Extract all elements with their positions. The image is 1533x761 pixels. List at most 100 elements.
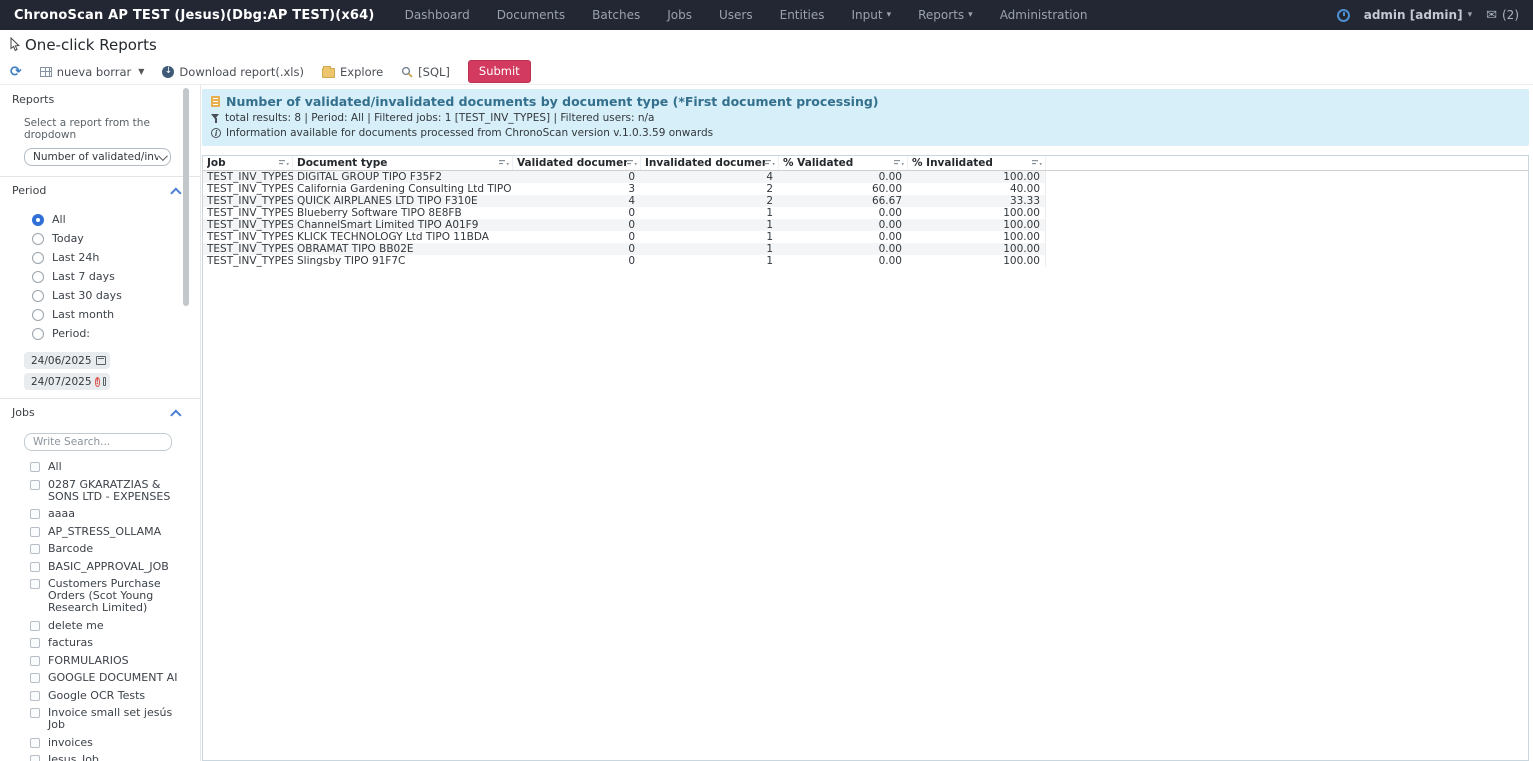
nav-item-batches[interactable]: Batches bbox=[592, 8, 640, 22]
sort-icon[interactable] bbox=[279, 159, 289, 168]
radio-button[interactable] bbox=[32, 327, 44, 340]
period-option-last-24h[interactable]: Last 24h bbox=[32, 251, 200, 264]
column-header-invalidated-documents[interactable]: Invalidated documents bbox=[641, 156, 779, 170]
page-title: One-click Reports bbox=[25, 35, 157, 54]
table-cell: TEST_INV_TYPES bbox=[207, 231, 293, 243]
nav-item-entities[interactable]: Entities bbox=[780, 8, 825, 22]
checkbox[interactable] bbox=[30, 708, 40, 718]
radio-button[interactable] bbox=[32, 232, 44, 245]
checkbox[interactable] bbox=[30, 462, 40, 472]
job-checkbox-item[interactable]: BASIC_APPROVAL_JOB bbox=[30, 560, 200, 573]
table-cell: 0.00 bbox=[878, 219, 902, 231]
sort-icon[interactable] bbox=[627, 159, 637, 168]
column-header-label: % Validated bbox=[783, 157, 854, 169]
radio-button[interactable] bbox=[32, 251, 44, 264]
column-header-document-type[interactable]: Document type bbox=[293, 156, 513, 170]
column-header--invalidated[interactable]: % Invalidated bbox=[908, 156, 1046, 170]
nav-item-dashboard[interactable]: Dashboard bbox=[405, 8, 470, 22]
checkbox[interactable] bbox=[30, 673, 40, 683]
radio-button[interactable] bbox=[32, 289, 44, 302]
report-dropdown[interactable]: Number of validated/invalidated bbox=[24, 148, 171, 166]
job-label: delete me bbox=[48, 618, 104, 632]
nav-item-administration[interactable]: Administration bbox=[1000, 8, 1088, 22]
job-checkbox-item[interactable]: GOOGLE DOCUMENT AI bbox=[30, 672, 200, 684]
refresh-button[interactable]: ⟳ bbox=[10, 65, 22, 79]
messages-button[interactable]: ✉ (2) bbox=[1486, 8, 1519, 23]
checkbox[interactable] bbox=[30, 544, 40, 554]
period-option-last-30-days[interactable]: Last 30 days bbox=[32, 289, 200, 302]
period-option-today[interactable]: Today bbox=[32, 232, 200, 245]
table-cell: 0 bbox=[628, 219, 635, 231]
results-grid: Job Document type Validated documents Inval… bbox=[202, 155, 1529, 761]
sql-button[interactable]: [SQL] bbox=[401, 65, 450, 79]
job-label: All bbox=[48, 460, 62, 473]
job-checkbox-item[interactable]: Jesus_Job bbox=[30, 754, 200, 761]
job-checkbox-item[interactable]: Customers Purchase Orders (Scot Young Re… bbox=[30, 578, 200, 614]
report-profile-button[interactable]: nueva borrar ▼ bbox=[39, 65, 145, 79]
period-option-period-[interactable]: Period: bbox=[32, 327, 200, 340]
download-report-button[interactable]: ↓ Download report(.xls) bbox=[162, 65, 304, 79]
nav-item-jobs[interactable]: Jobs bbox=[667, 8, 692, 22]
job-checkbox-item[interactable]: delete me bbox=[30, 618, 200, 632]
calendar-icon[interactable] bbox=[96, 356, 106, 365]
checkbox[interactable] bbox=[30, 561, 40, 572]
caret-down-icon[interactable]: ▼ bbox=[138, 67, 145, 76]
job-checkbox-item[interactable]: facturas bbox=[30, 637, 200, 649]
checkbox[interactable] bbox=[30, 579, 40, 589]
jobs-section-header[interactable]: Jobs bbox=[0, 398, 200, 425]
job-checkbox-item[interactable]: FORMULARIOS bbox=[30, 654, 200, 667]
nav-item-documents[interactable]: Documents bbox=[497, 8, 565, 22]
nav-item-users[interactable]: Users bbox=[719, 8, 753, 22]
period-section-header[interactable]: Period bbox=[0, 176, 200, 203]
app-brand[interactable]: ChronoScan AP TEST (Jesus)(Dbg:AP TEST)(… bbox=[14, 7, 375, 23]
column-header-label: Validated documents bbox=[517, 157, 627, 169]
sidebar-scrollbar-thumb[interactable] bbox=[183, 88, 189, 306]
sort-icon[interactable] bbox=[894, 159, 904, 168]
nav-item-input[interactable]: Input ▾ bbox=[852, 8, 892, 22]
jobs-search-input[interactable] bbox=[24, 433, 172, 451]
job-checkbox-item[interactable]: invoices bbox=[30, 736, 200, 749]
sort-icon[interactable] bbox=[499, 159, 509, 168]
job-checkbox-item[interactable]: Invoice small set jesús Job bbox=[30, 707, 200, 731]
checkbox[interactable] bbox=[30, 638, 40, 648]
checkbox[interactable] bbox=[30, 620, 40, 631]
table-cell: 0 bbox=[628, 207, 635, 219]
radio-button[interactable] bbox=[32, 213, 44, 226]
checkbox[interactable] bbox=[30, 690, 40, 701]
checkbox[interactable] bbox=[30, 655, 40, 666]
checkbox[interactable] bbox=[30, 755, 40, 761]
column-header-job[interactable]: Job bbox=[203, 156, 293, 170]
calendar-icon[interactable] bbox=[103, 377, 106, 386]
job-checkbox-item[interactable]: 0287 GKARATZIAS & SONS LTD - EXPENSES bbox=[30, 478, 200, 503]
submit-button[interactable]: Submit bbox=[467, 60, 531, 83]
date-to-field[interactable]: 24/07/2025 ! bbox=[24, 373, 110, 390]
checkbox[interactable] bbox=[30, 737, 40, 748]
download-report-label: Download report(.xls) bbox=[179, 64, 304, 79]
radio-button[interactable] bbox=[32, 308, 44, 321]
period-option-all[interactable]: All bbox=[32, 213, 200, 226]
date-from-field[interactable]: 24/06/2025 bbox=[24, 352, 110, 369]
sort-icon[interactable] bbox=[765, 159, 775, 168]
nav-item-reports[interactable]: Reports ▾ bbox=[918, 8, 973, 22]
column-header--validated[interactable]: % Validated bbox=[779, 156, 908, 170]
period-option-last-7-days[interactable]: Last 7 days bbox=[32, 270, 200, 283]
job-checkbox-item[interactable]: AP_STRESS_OLLAMA bbox=[30, 525, 200, 538]
user-menu[interactable]: admin [admin] ▾ bbox=[1364, 8, 1472, 22]
table-cell: California Gardening Consulting Ltd TIPO… bbox=[297, 183, 513, 195]
job-checkbox-item[interactable]: Barcode bbox=[30, 543, 200, 555]
job-checkbox-item[interactable]: All bbox=[30, 461, 200, 473]
sort-icon[interactable] bbox=[1032, 159, 1042, 168]
column-header-validated-documents[interactable]: Validated documents bbox=[513, 156, 641, 170]
radio-button[interactable] bbox=[32, 270, 44, 283]
checkbox[interactable] bbox=[30, 479, 40, 490]
explore-button[interactable]: Explore bbox=[322, 65, 383, 79]
table-cell: 100.00 bbox=[1003, 171, 1040, 183]
period-option-last-month[interactable]: Last month bbox=[32, 308, 200, 321]
table-cell: 4 bbox=[628, 195, 635, 207]
checkbox[interactable] bbox=[30, 509, 40, 519]
job-checkbox-item[interactable]: Google OCR Tests bbox=[30, 689, 200, 702]
clock-status-icon[interactable] bbox=[1336, 8, 1350, 22]
grid-header-row: Job Document type Validated documents Inval… bbox=[203, 156, 1528, 171]
job-checkbox-item[interactable]: aaaa bbox=[30, 508, 200, 520]
checkbox[interactable] bbox=[30, 526, 40, 537]
